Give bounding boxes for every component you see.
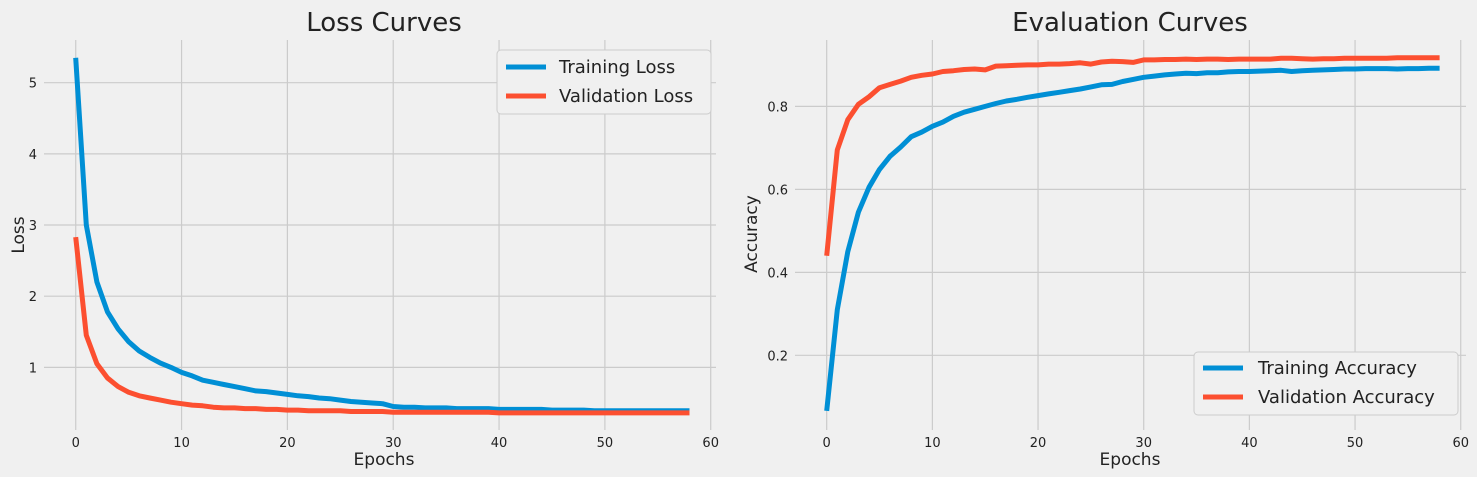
x-tick-label: 0 — [72, 436, 80, 451]
evaluation-chart: Evaluation Curves 0 10 20 30 40 50 60 0.2 0.4 0.6… — [742, 8, 1469, 470]
chart-title: Loss Curves — [306, 8, 462, 38]
tick-labels: 0 10 20 30 40 50 60 0.2 0.4 0.6 0.8 — [767, 100, 1469, 451]
y-tick-label: 0.8 — [767, 100, 788, 115]
y-tick-label: 0.6 — [767, 183, 788, 198]
legend-label-training-loss: Training Loss — [558, 57, 675, 78]
series-line-training-accuracy — [824, 65, 1440, 412]
series-line-validation-accuracy — [824, 55, 1440, 256]
y-tick-label: 4 — [29, 148, 37, 163]
y-axis-label: Accuracy — [742, 195, 762, 273]
x-tick-label: 50 — [597, 436, 614, 451]
legend: Training Loss Validation Loss — [496, 49, 712, 115]
y-tick-label: 3 — [29, 219, 37, 234]
grid — [795, 40, 1466, 430]
x-tick-label: 60 — [702, 436, 719, 451]
y-axis-label: Loss — [9, 216, 29, 253]
x-tick-label: 30 — [385, 436, 402, 451]
legend-label-validation-loss: Validation Loss — [559, 86, 693, 107]
y-tick-label: 2 — [29, 290, 37, 305]
series-lines — [824, 55, 1440, 412]
x-tick-label: 50 — [1347, 436, 1364, 451]
x-axis-label: Epochs — [354, 450, 415, 470]
series-line-training-loss — [73, 57, 690, 414]
x-tick-label: 20 — [279, 436, 296, 451]
x-tick-label: 10 — [924, 436, 941, 451]
chart-title: Evaluation Curves — [1012, 8, 1248, 38]
x-tick-label: 0 — [823, 436, 831, 451]
y-tick-label: 5 — [29, 77, 37, 92]
legend-frame — [496, 49, 712, 115]
series-line-validation-loss — [73, 236, 690, 416]
x-tick-label: 20 — [1030, 436, 1047, 451]
tick-labels: 0 10 20 30 40 50 60 1 2 3 4 5 — [29, 77, 719, 451]
y-tick-label: 0.4 — [767, 266, 788, 281]
legend-label-training-accuracy: Training Accuracy — [1257, 358, 1417, 379]
y-tick-label: 0.2 — [767, 349, 788, 364]
x-tick-label: 10 — [173, 436, 190, 451]
legend-label-validation-accuracy: Validation Accuracy — [1258, 387, 1435, 408]
x-tick-label: 30 — [1135, 436, 1152, 451]
legend: Training Accuracy Validation Accuracy — [1193, 351, 1459, 416]
x-tick-label: 40 — [1241, 436, 1258, 451]
legend-frame — [1193, 351, 1459, 416]
x-tick-label: 60 — [1452, 436, 1469, 451]
x-axis-label: Epochs — [1100, 450, 1161, 470]
loss-chart: Loss Curves 0 10 20 30 40 50 60 1 2 3 4 5 Epochs Lo… — [9, 8, 719, 470]
series-lines — [73, 57, 690, 416]
y-tick-label: 1 — [29, 361, 37, 376]
x-tick-label: 40 — [491, 436, 508, 451]
